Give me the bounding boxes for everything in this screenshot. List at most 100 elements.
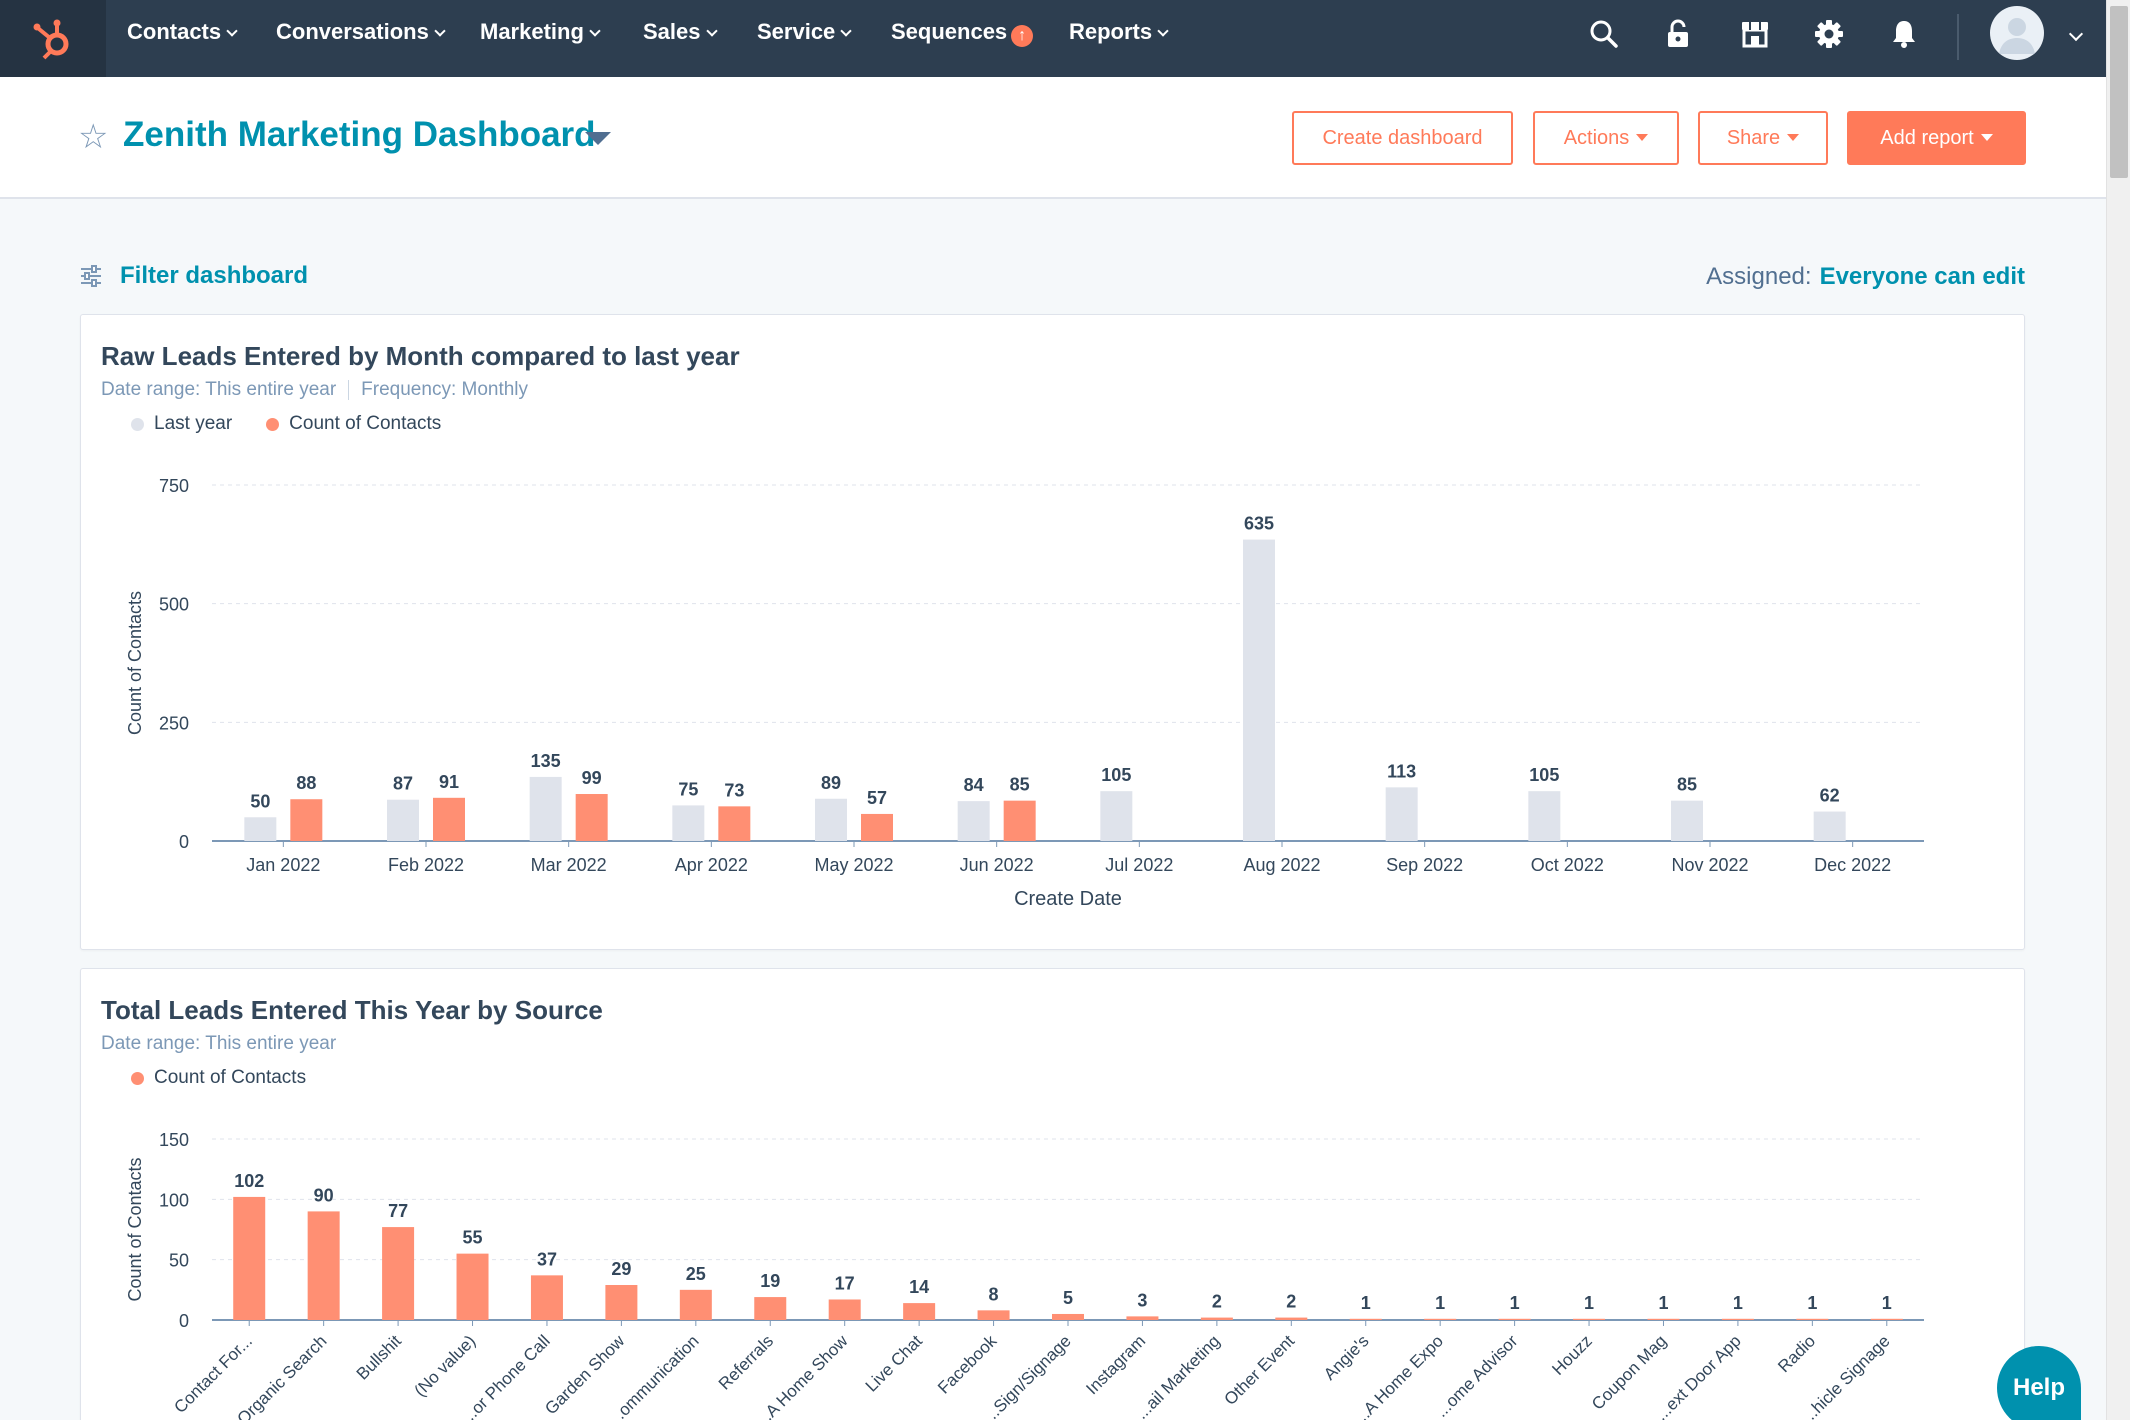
nav-sales[interactable]: Sales xyxy=(643,0,718,64)
chart-bar xyxy=(382,1227,415,1320)
nav-reports[interactable]: Reports xyxy=(1069,0,1169,64)
chart-bar xyxy=(1528,791,1561,841)
data-label: 1 xyxy=(1361,1293,1371,1313)
data-label: 2 xyxy=(1212,1292,1222,1312)
dashboard-title[interactable]: Zenith Marketing Dashboard xyxy=(123,115,596,154)
report-date-range: Date range: This entire year xyxy=(101,379,337,400)
dashboard-switcher-caret-icon[interactable] xyxy=(585,132,611,145)
add-report-button[interactable]: Add report xyxy=(1847,111,2026,165)
data-label: 50 xyxy=(250,791,270,811)
hubspot-logo-icon[interactable] xyxy=(0,0,106,77)
unlock-icon[interactable] xyxy=(1663,18,1695,50)
chart-bar xyxy=(1813,811,1846,841)
actions-button[interactable]: Actions xyxy=(1533,111,1679,165)
x-axis-title: Create Date xyxy=(1014,888,1122,910)
scrollbar-thumb[interactable] xyxy=(2110,6,2128,178)
create-dashboard-button[interactable]: Create dashboard xyxy=(1292,111,1513,165)
data-label: 105 xyxy=(1529,765,1559,785)
x-tick-label: Mar 2022 xyxy=(531,855,607,875)
y-tick-label: 0 xyxy=(179,832,189,852)
data-label: 75 xyxy=(678,779,698,799)
legend-dot xyxy=(266,417,280,431)
nav-reports-label: Reports xyxy=(1069,19,1153,44)
y-axis-title: Count of Contacts xyxy=(125,591,145,735)
top-navigation: Contacts Conversations Marketing Sales S… xyxy=(0,0,2106,77)
x-tick-label: (No value) xyxy=(410,1331,479,1400)
nav-marketing[interactable]: Marketing xyxy=(480,0,601,64)
legend-item-last-year[interactable]: Last year xyxy=(131,413,232,435)
chart-bar xyxy=(1647,1318,1680,1320)
x-tick-label: Apr 2022 xyxy=(675,855,748,875)
chart-bar xyxy=(1721,1318,1754,1320)
chart-bar xyxy=(679,1289,712,1320)
chevron-down-icon xyxy=(226,25,238,37)
x-tick-label: Jun 2022 xyxy=(960,855,1034,875)
chart-bar xyxy=(977,1310,1010,1320)
y-tick-label: 100 xyxy=(159,1190,189,1210)
actions-label: Actions xyxy=(1563,127,1630,149)
chart-bar xyxy=(605,1285,638,1320)
data-label: 1 xyxy=(1807,1293,1817,1313)
chart-bar xyxy=(1243,539,1275,841)
nav-divider xyxy=(1957,14,1959,60)
filter-dashboard-button[interactable]: Filter dashboard xyxy=(80,262,308,290)
chart-bar xyxy=(1870,1318,1903,1320)
help-button[interactable]: Help xyxy=(1997,1346,2081,1420)
x-tick-label: Jan 2022 xyxy=(246,855,320,875)
nav-conversations-label: Conversations xyxy=(276,19,429,44)
chevron-down-icon xyxy=(705,25,718,37)
data-label: 1 xyxy=(1584,1293,1594,1313)
data-label: 73 xyxy=(724,780,744,800)
y-tick-label: 750 xyxy=(159,476,189,496)
nav-service[interactable]: Service xyxy=(757,0,852,64)
assigned-value-link[interactable]: Everyone can edit xyxy=(1819,263,2025,290)
chart-bar xyxy=(1275,1317,1308,1320)
y-tick-label: 50 xyxy=(169,1251,189,1271)
data-label: 135 xyxy=(531,751,561,771)
filter-dashboard-label: Filter dashboard xyxy=(120,262,309,289)
report-title[interactable]: Total Leads Entered This Year by Source xyxy=(101,995,603,1025)
chevron-down-icon xyxy=(589,25,601,37)
data-label: 8 xyxy=(989,1284,999,1304)
legend-dot xyxy=(131,1071,144,1085)
chart-bar xyxy=(233,1196,266,1320)
data-label: 113 xyxy=(1387,761,1416,781)
search-icon[interactable] xyxy=(1588,18,1620,50)
page-scrollbar[interactable] xyxy=(2106,0,2130,1420)
chart-legend: Last year Count of Contacts xyxy=(131,413,475,435)
data-label: 85 xyxy=(1677,775,1697,795)
data-label: 91 xyxy=(439,772,459,792)
chevron-down-icon[interactable] xyxy=(2068,26,2084,42)
chart-bar xyxy=(1200,1317,1233,1320)
legend-item-count-of-contacts[interactable]: Count of Contacts xyxy=(131,1067,306,1089)
avatar[interactable] xyxy=(1990,6,2044,60)
x-tick-label: Sep 2022 xyxy=(1386,855,1463,875)
caret-down-icon xyxy=(1636,134,1649,141)
caret-down-icon xyxy=(1787,134,1800,141)
share-label: Share xyxy=(1726,127,1781,149)
x-tick-label: Feb 2022 xyxy=(388,855,464,875)
gear-icon[interactable] xyxy=(1813,18,1845,50)
marketplace-icon[interactable] xyxy=(1739,18,1771,50)
help-label: Help xyxy=(2012,1374,2065,1401)
chart-bar xyxy=(1349,1318,1382,1320)
data-label: 1 xyxy=(1658,1293,1668,1313)
nav-sequences-label: Sequences xyxy=(891,19,1008,44)
nav-conversations[interactable]: Conversations xyxy=(276,0,446,64)
x-tick-label: Live Chat xyxy=(862,1331,926,1395)
nav-contacts[interactable]: Contacts xyxy=(127,0,238,64)
legend-label: Last year xyxy=(154,413,233,434)
chart-bar xyxy=(861,813,893,841)
report-title[interactable]: Raw Leads Entered by Month compared to l… xyxy=(101,341,740,371)
bell-icon[interactable] xyxy=(1888,18,1920,50)
data-label: 99 xyxy=(582,768,602,788)
assigned-label: Assigned: xyxy=(1706,263,1812,290)
nav-sequences[interactable]: Sequences ↑ xyxy=(891,0,1034,64)
star-icon[interactable]: ☆ xyxy=(78,118,109,156)
upgrade-arrow-icon: ↑ xyxy=(1011,25,1034,47)
legend-item-count-of-contacts[interactable]: Count of Contacts xyxy=(266,413,441,435)
share-button[interactable]: Share xyxy=(1698,111,1828,165)
data-label: 1 xyxy=(1435,1293,1445,1313)
chart-bar xyxy=(1003,800,1036,841)
data-label: 77 xyxy=(388,1201,408,1221)
